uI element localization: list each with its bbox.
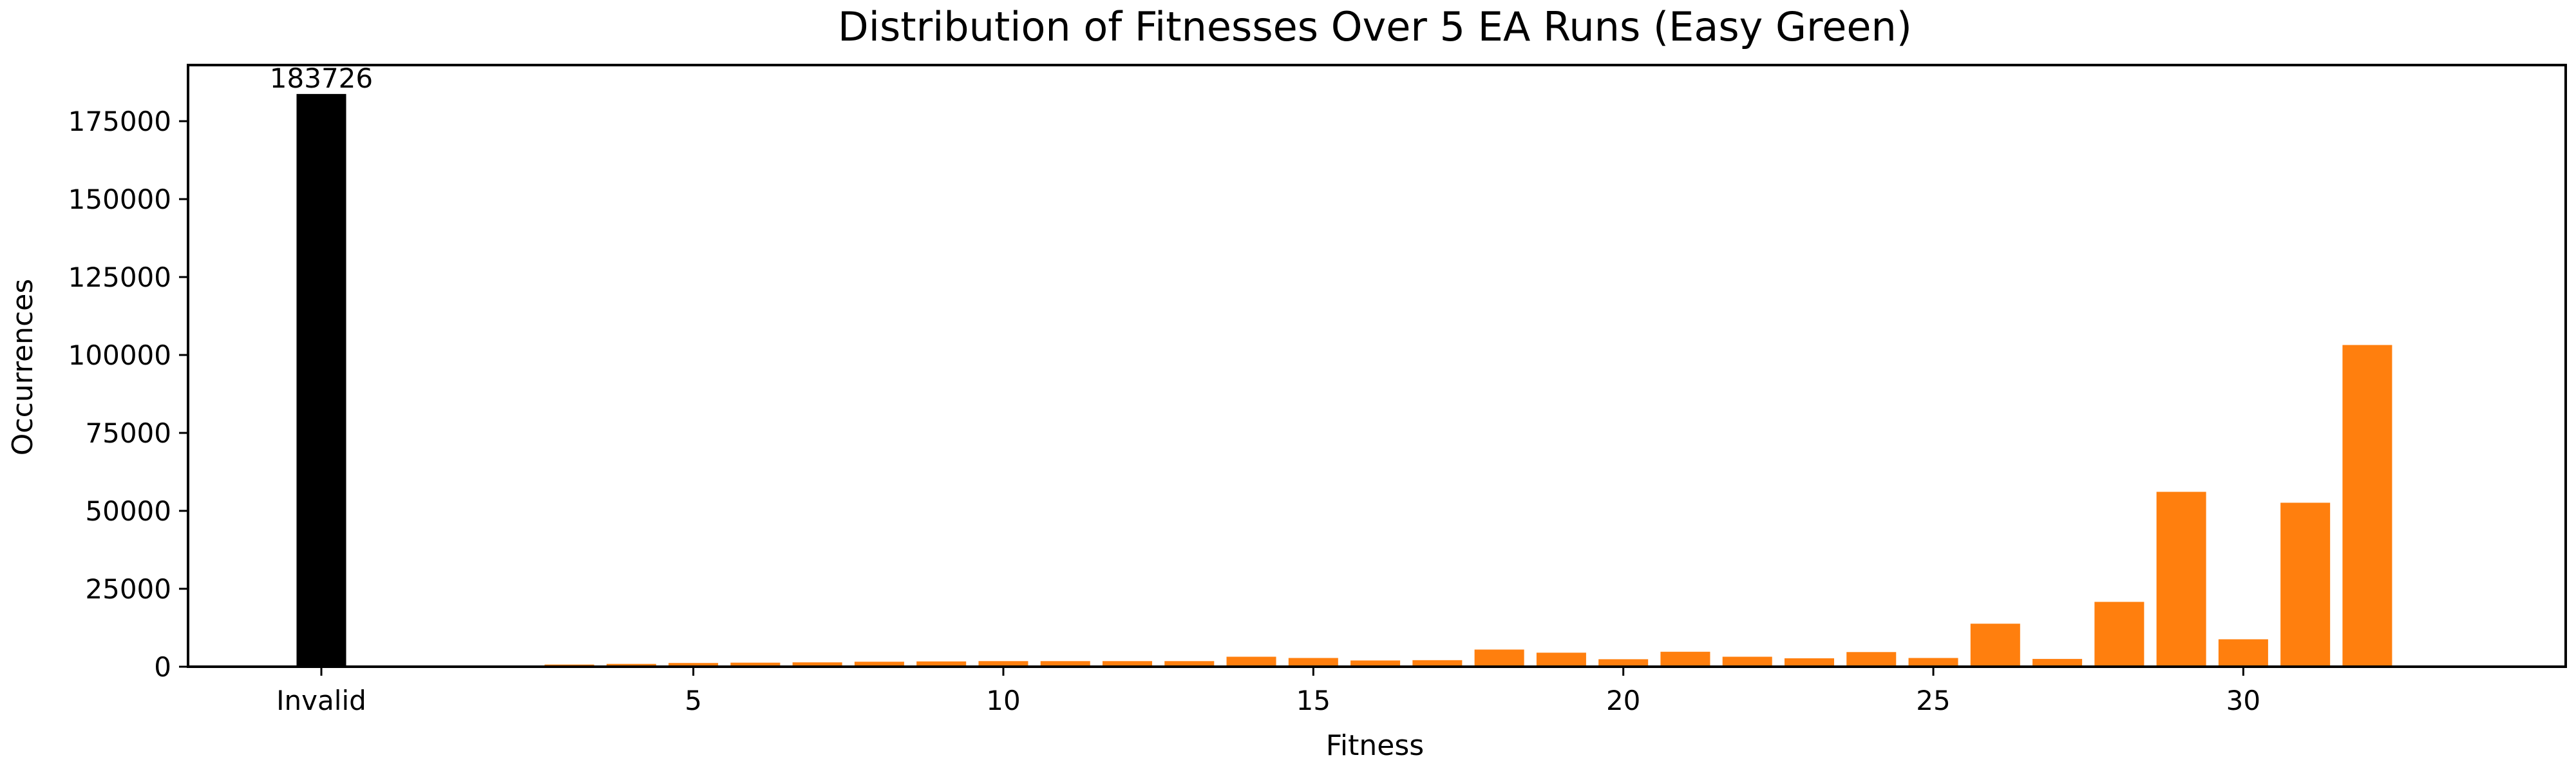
bar-fitness-9	[854, 662, 904, 667]
y-axis-ticks: 0 25000 50000 75000 100000 125000 150000 175000	[68, 106, 188, 683]
x-tick-label: Invalid	[276, 685, 366, 716]
y-tick-label: 100000	[68, 339, 171, 371]
x-tick-label: 5	[685, 685, 702, 716]
y-tick-label: 125000	[68, 262, 171, 293]
y-tick-label: 175000	[68, 106, 171, 137]
y-tick-label: 150000	[68, 184, 171, 215]
bar-fitness-27	[1970, 624, 2020, 667]
y-tick-label: 75000	[85, 417, 171, 449]
bar-fitness-24	[1784, 658, 1834, 667]
x-tick-label: 20	[1606, 685, 1640, 716]
x-tick-label: 25	[1916, 685, 1950, 716]
bar-fitness-15	[1226, 656, 1276, 667]
bar-fitness-7	[730, 662, 781, 667]
bar-fitness-8	[792, 662, 842, 667]
bar-fitness-21	[1598, 659, 1649, 667]
bar-fitness-6	[668, 663, 719, 667]
bar-fitness-32	[2280, 502, 2331, 667]
y-tick-label: 50000	[85, 495, 171, 527]
bar-fitness-23	[1722, 656, 1772, 667]
x-tick-label: 30	[2226, 685, 2260, 716]
bar-fitness-16	[1288, 658, 1338, 667]
bar-fitness-22	[1660, 651, 1710, 667]
x-tick-label: 15	[1296, 685, 1331, 716]
bar-group: 183726	[270, 62, 2392, 667]
data-label-invalid: 183726	[270, 62, 373, 94]
x-axis-label: Fitness	[1326, 729, 1424, 762]
x-tick-label: 10	[986, 685, 1020, 716]
chart-title: Distribution of Fitnesses Over 5 EA Runs…	[838, 3, 1912, 50]
bar-fitness-14	[1164, 661, 1215, 667]
bar-fitness-26	[1908, 658, 1958, 667]
bar-fitness-28	[2032, 658, 2083, 667]
x-axis-ticks: Invalid 5 10 15 20 25 30	[276, 667, 2260, 716]
bar-fitness-18	[1412, 660, 1463, 667]
bar-fitness-31	[2218, 639, 2268, 667]
bar-fitness-19	[1474, 649, 1524, 667]
bar-invalid	[296, 93, 346, 667]
bar-fitness-29	[2094, 602, 2145, 667]
bar-fitness-25	[1846, 652, 1897, 667]
y-tick-label: 0	[154, 651, 171, 683]
plot-frame	[187, 64, 2567, 668]
y-tick-label: 25000	[85, 573, 171, 605]
bar-fitness-17	[1350, 660, 1401, 667]
bar-fitness-20	[1536, 653, 1586, 667]
bar-fitness-10	[916, 661, 967, 667]
bar-fitness-12	[1040, 661, 1090, 667]
bar-fitness-33	[2342, 345, 2392, 667]
bar-fitness-5	[606, 663, 656, 667]
bar-fitness-11	[978, 661, 1028, 667]
bar-fitness-30	[2156, 491, 2206, 667]
bar-fitness-13	[1103, 661, 1153, 667]
y-axis-label: Occurrences	[6, 279, 39, 455]
